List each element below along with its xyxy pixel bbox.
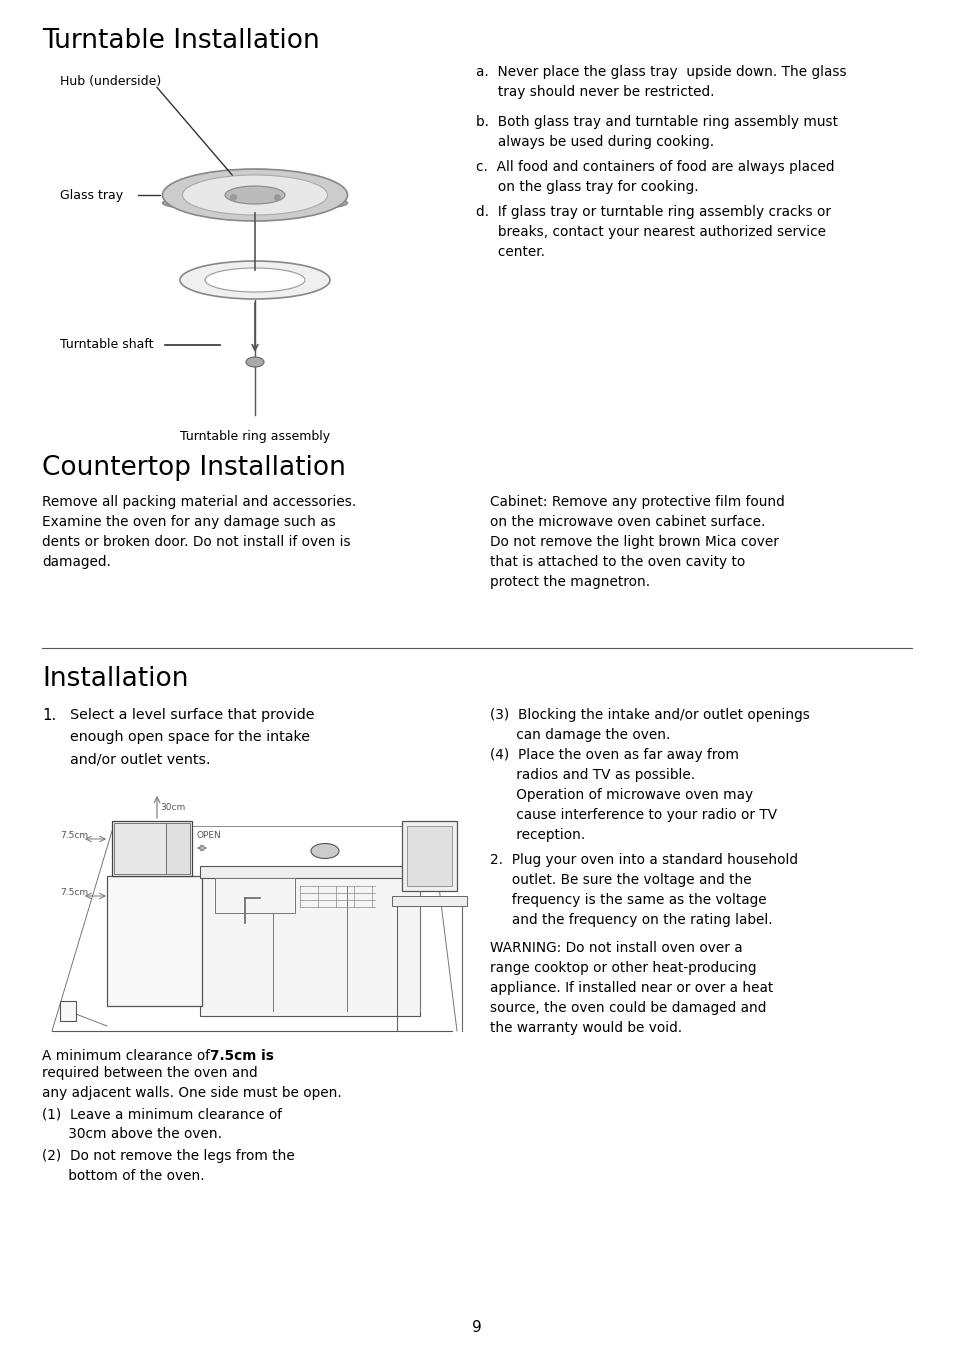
Ellipse shape	[162, 169, 347, 221]
Text: (3)  Blocking the intake and/or outlet openings
      can damage the oven.: (3) Blocking the intake and/or outlet op…	[490, 709, 809, 743]
Text: 30cm: 30cm	[160, 802, 185, 812]
Ellipse shape	[180, 262, 330, 299]
Text: required between the oven and
any adjacent walls. One side must be open.: required between the oven and any adjace…	[42, 1066, 341, 1100]
Bar	[200, 866, 419, 878]
Text: (1)  Leave a minimum clearance of
      30cm above the oven.: (1) Leave a minimum clearance of 30cm ab…	[42, 1107, 282, 1141]
Text: A minimum clearance of: A minimum clearance of	[42, 1049, 214, 1064]
Text: 1.: 1.	[42, 709, 56, 724]
Bar	[60, 1001, 76, 1022]
Text: 2.  Plug your oven into a standard household
     outlet. Be sure the voltage an: 2. Plug your oven into a standard househ…	[490, 854, 797, 927]
Text: Turntable ring assembly: Turntable ring assembly	[180, 430, 330, 443]
Text: Turntable shaft: Turntable shaft	[60, 339, 153, 351]
Ellipse shape	[182, 175, 327, 215]
Ellipse shape	[205, 268, 305, 291]
Text: (4)  Place the oven as far away from
      radios and TV as possible.
      Oper: (4) Place the oven as far away from radi…	[490, 748, 777, 843]
Text: Remove all packing material and accessories.
Examine the oven for any damage suc: Remove all packing material and accessor…	[42, 495, 355, 569]
Text: a.  Never place the glass tray  upside down. The glass
     tray should never be: a. Never place the glass tray upside dow…	[476, 65, 845, 99]
Text: c.  All food and containers of food are always placed
     on the glass tray for: c. All food and containers of food are a…	[476, 160, 834, 194]
Text: Hub (underside): Hub (underside)	[60, 75, 161, 88]
Text: Installation: Installation	[42, 667, 189, 692]
Bar	[166, 822, 190, 874]
Bar	[112, 821, 192, 875]
Ellipse shape	[225, 186, 285, 205]
Text: 9: 9	[472, 1320, 481, 1335]
Ellipse shape	[246, 356, 264, 367]
Ellipse shape	[311, 844, 338, 859]
Bar	[407, 827, 452, 886]
Bar	[401, 821, 456, 892]
Text: 7.5cm: 7.5cm	[60, 888, 88, 897]
Text: OPEN: OPEN	[196, 831, 221, 840]
Text: Cabinet: Remove any protective film found
on the microwave oven cabinet surface.: Cabinet: Remove any protective film foun…	[490, 495, 784, 589]
Bar	[113, 822, 166, 874]
Text: b.  Both glass tray and turntable ring assembly must
     always be used during : b. Both glass tray and turntable ring as…	[476, 115, 837, 149]
Text: Countertop Installation: Countertop Installation	[42, 455, 346, 481]
Text: d.  If glass tray or turntable ring assembly cracks or
     breaks, contact your: d. If glass tray or turntable ring assem…	[476, 205, 830, 259]
Bar	[392, 896, 467, 906]
Text: Glass tray: Glass tray	[60, 188, 123, 202]
Text: Turntable Installation: Turntable Installation	[42, 28, 319, 54]
Bar	[200, 875, 419, 1016]
Ellipse shape	[162, 194, 347, 211]
Text: Select a level surface that provide
enough open space for the intake
and/or outl: Select a level surface that provide enou…	[70, 709, 314, 767]
Text: WARNING: Do not install oven over a
range cooktop or other heat-producing
applia: WARNING: Do not install oven over a rang…	[490, 940, 773, 1035]
Text: 7.5cm: 7.5cm	[60, 831, 88, 840]
Text: 7.5cm is: 7.5cm is	[210, 1049, 274, 1064]
Text: (2)  Do not remove the legs from the
      bottom of the oven.: (2) Do not remove the legs from the bott…	[42, 1149, 294, 1183]
Bar	[214, 878, 294, 913]
Bar	[107, 875, 202, 1005]
